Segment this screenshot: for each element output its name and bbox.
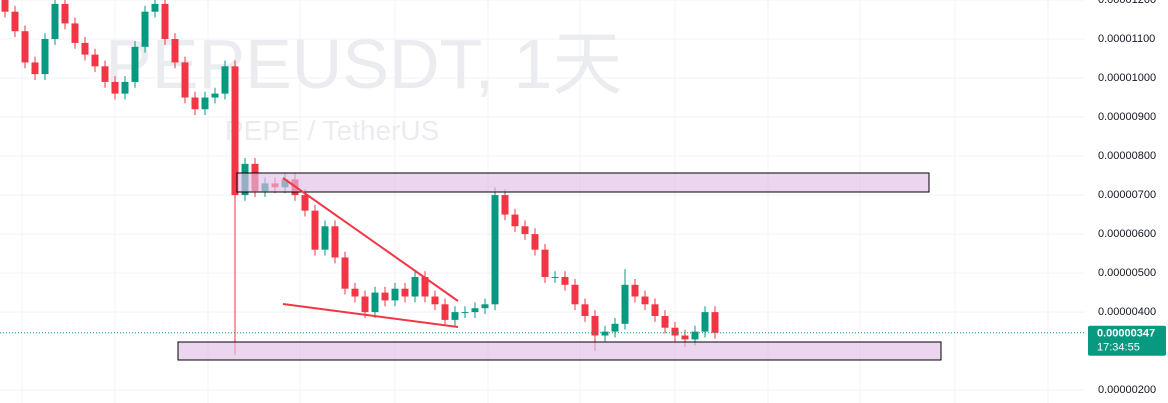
y-tick-label: 0.00000200 bbox=[1098, 384, 1156, 396]
resistance-zone bbox=[236, 172, 930, 193]
candle-body bbox=[641, 296, 649, 305]
candle-body bbox=[181, 62, 189, 98]
candle-body bbox=[331, 226, 339, 258]
candle-body bbox=[711, 312, 719, 333]
candle-body bbox=[221, 66, 229, 94]
y-tick-label: 0.00000600 bbox=[1098, 228, 1156, 240]
candle-body bbox=[51, 3, 59, 40]
candle-body bbox=[681, 335, 689, 340]
candle-body bbox=[631, 284, 639, 297]
candle-body bbox=[511, 214, 519, 227]
candle-body bbox=[381, 292, 389, 301]
candle-body bbox=[161, 3, 169, 40]
last-price-box bbox=[1088, 325, 1166, 356]
candle-body bbox=[651, 304, 659, 317]
candle-body bbox=[211, 93, 219, 98]
candle-body bbox=[61, 3, 69, 24]
candle-body bbox=[521, 226, 529, 235]
candle-body bbox=[421, 276, 429, 297]
candle-body bbox=[91, 54, 99, 67]
watermark-title: PEPEUSDT, 1天 bbox=[105, 25, 622, 103]
candle-body bbox=[341, 257, 349, 289]
candle-body bbox=[71, 23, 79, 43]
candle-body bbox=[81, 42, 89, 55]
y-tick-label: 0.00000500 bbox=[1098, 267, 1156, 279]
candle-body bbox=[201, 97, 209, 110]
candle-body bbox=[501, 195, 509, 215]
y-tick-label: 0.00000700 bbox=[1098, 189, 1156, 201]
candle-body bbox=[561, 276, 569, 285]
watermark-subtitle: PEPE / TetherUS bbox=[225, 115, 439, 146]
y-tick-label: 0.00001000 bbox=[1098, 72, 1156, 84]
trend-line bbox=[282, 303, 459, 328]
candle-body bbox=[321, 226, 329, 250]
candle-body bbox=[571, 284, 579, 305]
candle-body bbox=[311, 210, 319, 250]
countdown: 17:34:55 bbox=[1097, 342, 1140, 354]
candle-body bbox=[401, 288, 409, 297]
candle-body bbox=[551, 276, 559, 278]
candle-body bbox=[431, 296, 439, 305]
candle-body bbox=[591, 316, 599, 336]
candle-body bbox=[531, 234, 539, 250]
candle-body bbox=[601, 331, 609, 336]
candle-body bbox=[31, 62, 39, 75]
candle-body bbox=[491, 195, 499, 305]
support-zone bbox=[177, 341, 942, 361]
y-tick-label: 0.00001100 bbox=[1098, 33, 1155, 45]
candle-body bbox=[231, 66, 239, 196]
candle-body bbox=[481, 304, 489, 309]
candle-body bbox=[301, 195, 309, 211]
y-tick-label: 0.00000800 bbox=[1098, 150, 1156, 162]
candle-body bbox=[21, 31, 29, 63]
candle-body bbox=[691, 331, 699, 340]
candle-body bbox=[621, 284, 629, 324]
candle-body bbox=[131, 46, 139, 82]
candle-body bbox=[441, 304, 449, 320]
candle-body bbox=[661, 316, 669, 328]
candle-body bbox=[541, 249, 549, 277]
candle-body bbox=[411, 276, 419, 297]
candle-body bbox=[1, 0, 9, 12]
candle-body bbox=[191, 97, 199, 110]
candle-body bbox=[671, 327, 679, 336]
candle-body bbox=[361, 296, 369, 313]
y-tick-label: 0.00000900 bbox=[1098, 111, 1156, 123]
candle-body bbox=[11, 11, 19, 32]
candle-body bbox=[461, 312, 469, 314]
candle-body bbox=[471, 308, 479, 313]
candle-body bbox=[41, 39, 49, 75]
candle-body bbox=[391, 288, 399, 301]
candle-body bbox=[141, 11, 149, 47]
candle-body bbox=[451, 312, 459, 320]
candle-body bbox=[581, 304, 589, 317]
trend-line bbox=[282, 177, 459, 302]
candle-body bbox=[171, 39, 179, 63]
candle-body bbox=[351, 288, 359, 297]
candle-body bbox=[111, 81, 119, 94]
candle-body bbox=[101, 66, 109, 82]
candle-body bbox=[701, 312, 709, 332]
y-tick-label: 0.00001200 bbox=[1098, 0, 1156, 6]
last-price-label: 0.00000347 bbox=[1097, 328, 1155, 340]
vertical-grid bbox=[21, 0, 1049, 403]
candle-body bbox=[121, 81, 129, 94]
candle-body bbox=[151, 3, 159, 12]
y-tick-label: 0.00000400 bbox=[1098, 306, 1156, 318]
candle-body bbox=[611, 323, 619, 332]
candle-body bbox=[371, 292, 379, 313]
